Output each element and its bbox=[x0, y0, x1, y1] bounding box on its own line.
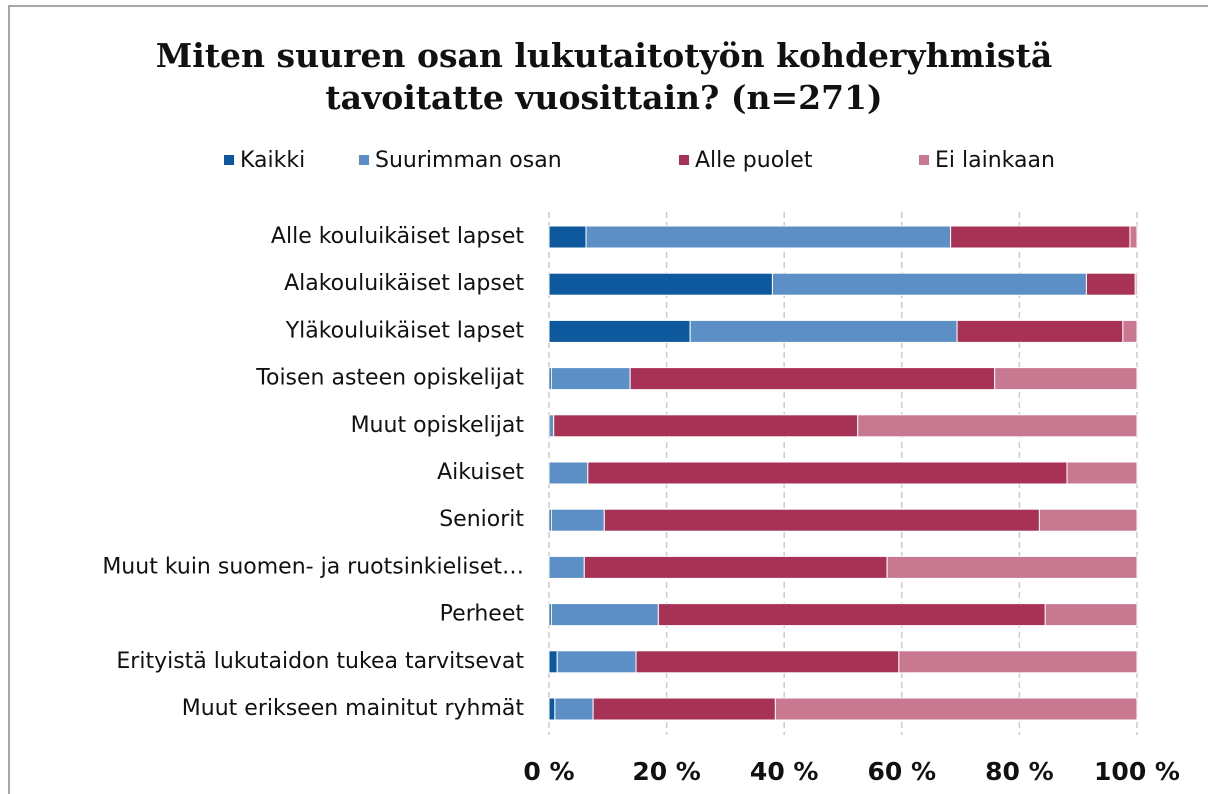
bar-segment bbox=[1044, 603, 1138, 627]
category-label: Muut kuin suomen- ja ruotsinkieliset… bbox=[102, 554, 524, 579]
legend-swatch bbox=[679, 155, 689, 165]
bar-segment bbox=[553, 414, 859, 438]
bar-segment bbox=[548, 272, 773, 296]
bar-segment bbox=[556, 650, 637, 674]
category-label: Yläkouluikäiset lapset bbox=[285, 318, 525, 343]
bar-segment bbox=[603, 508, 1040, 532]
x-tick-label: 0 % bbox=[523, 757, 574, 786]
category-label: Muut erikseen mainitut ryhmät bbox=[182, 696, 525, 721]
bar-segment bbox=[1085, 272, 1136, 296]
bar-segment bbox=[1066, 461, 1138, 485]
chart-frame bbox=[8, 5, 1208, 794]
bar-segment bbox=[994, 367, 1138, 391]
bar-segment bbox=[592, 697, 776, 721]
legend-label: Suurimman osan bbox=[375, 148, 562, 173]
category-label: Seniorit bbox=[439, 507, 524, 532]
bar-segment bbox=[689, 319, 958, 343]
legend-label: Ei lainkaan bbox=[935, 148, 1055, 173]
bar-segment bbox=[550, 508, 605, 532]
category-label: Perheet bbox=[440, 602, 525, 627]
x-tick-label: 20 % bbox=[632, 757, 701, 786]
category-label: Toisen asteen opiskelijat bbox=[255, 366, 524, 391]
bar-segment bbox=[585, 225, 952, 249]
bar-segment bbox=[583, 555, 888, 579]
legend-swatch bbox=[359, 155, 369, 165]
bar-segment bbox=[1134, 272, 1138, 296]
bar-segment bbox=[548, 225, 587, 249]
bar-segment bbox=[886, 555, 1138, 579]
category-label: Aikuiset bbox=[437, 460, 524, 485]
bar-segment bbox=[587, 461, 1068, 485]
bar-segment bbox=[548, 461, 589, 485]
bar-segment bbox=[548, 697, 556, 721]
bar-segment bbox=[898, 650, 1138, 674]
bar-segment bbox=[1129, 225, 1138, 249]
bar-segment bbox=[857, 414, 1138, 438]
bar-segment bbox=[548, 319, 691, 343]
category-label: Alakouluikäiset lapset bbox=[284, 271, 524, 296]
x-tick-label: 40 % bbox=[750, 757, 819, 786]
legend-label: Alle puolet bbox=[695, 148, 813, 173]
x-tick-label: 80 % bbox=[985, 757, 1054, 786]
bar-segment bbox=[771, 272, 1087, 296]
legend-label: Kaikki bbox=[240, 148, 305, 173]
bar-segment bbox=[629, 367, 996, 391]
bar-segment bbox=[554, 697, 594, 721]
legend-swatch bbox=[224, 155, 234, 165]
bar-segment bbox=[548, 650, 558, 674]
bar-segment bbox=[950, 225, 1131, 249]
bar-segment bbox=[550, 367, 631, 391]
bar-segment bbox=[1122, 319, 1138, 343]
category-label: Muut opiskelijat bbox=[351, 413, 525, 438]
x-tick-label: 60 % bbox=[868, 757, 937, 786]
x-tick-label: 100 % bbox=[1094, 757, 1180, 786]
bar-segment bbox=[1038, 508, 1138, 532]
legend-swatch bbox=[919, 155, 929, 165]
category-label: Alle kouluikäiset lapset bbox=[271, 224, 524, 249]
bar-segment bbox=[956, 319, 1124, 343]
bar-segment bbox=[657, 603, 1046, 627]
bar-segment bbox=[548, 555, 585, 579]
bar-segment bbox=[774, 697, 1138, 721]
bar-segment bbox=[548, 414, 555, 438]
bar-segment bbox=[550, 603, 659, 627]
category-label: Erityistä lukutaidon tukea tarvitsevat bbox=[116, 649, 524, 674]
bar-segment bbox=[635, 650, 900, 674]
chart-title: Miten suuren osan lukutaitotyön kohderyh… bbox=[156, 36, 1053, 117]
